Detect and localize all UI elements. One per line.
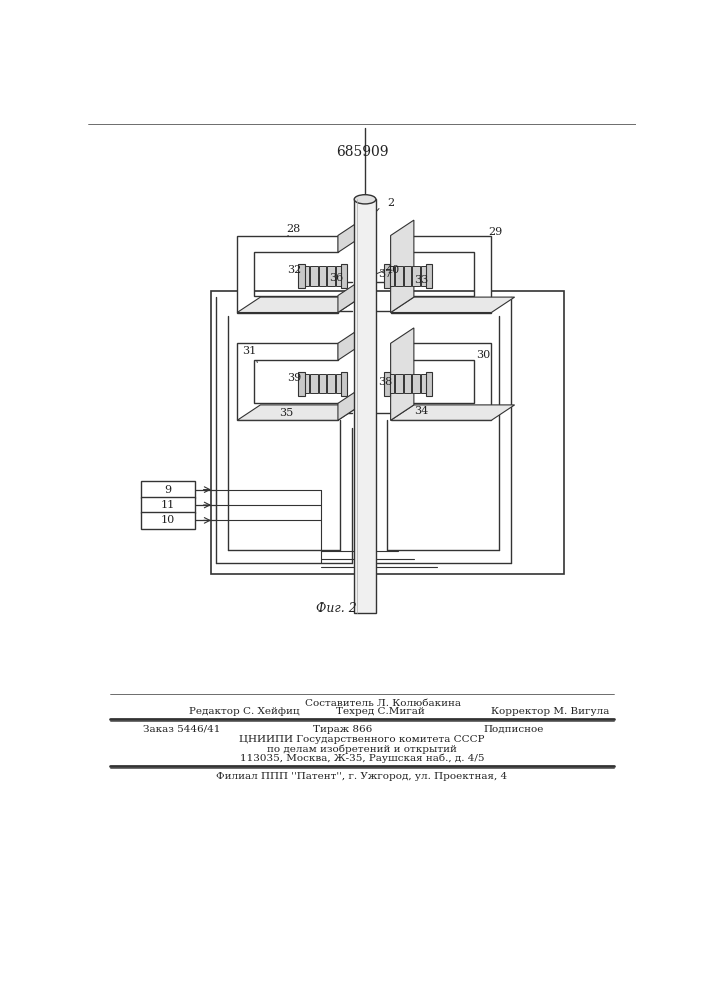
Text: 37: 37 bbox=[378, 269, 392, 279]
Text: 38: 38 bbox=[378, 377, 392, 387]
Text: Фиг. 2: Фиг. 2 bbox=[316, 602, 357, 615]
Text: 29: 29 bbox=[488, 227, 503, 237]
Text: 34: 34 bbox=[414, 406, 428, 416]
Text: 39: 39 bbox=[286, 373, 301, 383]
Polygon shape bbox=[391, 405, 515, 420]
Text: Тираж 866: Тираж 866 bbox=[313, 725, 373, 734]
Bar bbox=[426, 372, 433, 396]
Text: 113035, Москва, Ж-35, Раушская наб., д. 4/5: 113035, Москва, Ж-35, Раушская наб., д. … bbox=[240, 754, 484, 763]
Bar bbox=[404, 266, 411, 286]
Text: Редактор С. Хейфиц: Редактор С. Хейфиц bbox=[189, 707, 300, 716]
Text: 33: 33 bbox=[414, 275, 428, 285]
Bar bbox=[141, 481, 195, 498]
Polygon shape bbox=[338, 328, 361, 360]
Text: 36: 36 bbox=[329, 273, 344, 283]
Polygon shape bbox=[391, 328, 414, 420]
Text: 35: 35 bbox=[279, 408, 293, 418]
Text: Техред С.Мигай: Техред С.Мигай bbox=[337, 707, 425, 716]
Text: по делам изобретений и открытий: по делам изобретений и открытий bbox=[267, 744, 457, 754]
Polygon shape bbox=[391, 297, 515, 312]
Text: 11: 11 bbox=[161, 500, 175, 510]
Polygon shape bbox=[237, 297, 361, 312]
Bar bbox=[336, 266, 344, 286]
Bar bbox=[310, 266, 317, 286]
Bar bbox=[384, 264, 390, 288]
Bar bbox=[384, 372, 390, 396]
Bar bbox=[310, 374, 317, 393]
Bar bbox=[404, 374, 411, 393]
Bar bbox=[319, 374, 326, 393]
Bar bbox=[336, 374, 344, 393]
Bar bbox=[426, 264, 433, 288]
Text: 32: 32 bbox=[286, 265, 301, 275]
Text: Корректор М. Вигула: Корректор М. Вигула bbox=[491, 707, 609, 716]
Text: Подписное: Подписное bbox=[484, 725, 544, 734]
Bar bbox=[387, 374, 395, 393]
Polygon shape bbox=[338, 220, 361, 252]
Polygon shape bbox=[338, 388, 361, 420]
Bar bbox=[387, 266, 395, 286]
Bar bbox=[412, 374, 420, 393]
Bar bbox=[319, 266, 326, 286]
Bar bbox=[327, 374, 334, 393]
Polygon shape bbox=[237, 405, 361, 420]
Text: 9: 9 bbox=[165, 485, 172, 495]
Text: 31: 31 bbox=[243, 346, 257, 356]
Bar bbox=[301, 266, 309, 286]
Text: 10: 10 bbox=[161, 515, 175, 525]
Ellipse shape bbox=[354, 195, 376, 204]
Bar bbox=[141, 512, 195, 529]
Polygon shape bbox=[237, 343, 338, 420]
Bar bbox=[327, 266, 334, 286]
Bar bbox=[354, 199, 376, 613]
Bar bbox=[395, 266, 403, 286]
Polygon shape bbox=[391, 235, 491, 312]
Text: Заказ 5446/41: Заказ 5446/41 bbox=[143, 725, 220, 734]
Bar bbox=[211, 291, 564, 574]
Text: 40: 40 bbox=[386, 265, 400, 275]
Text: 685909: 685909 bbox=[336, 145, 388, 159]
Bar bbox=[421, 374, 428, 393]
Bar bbox=[412, 266, 420, 286]
Bar bbox=[141, 497, 195, 513]
Text: Филиал ППП ''Патент'', г. Ужгород, ул. Проектная, 4: Филиал ППП ''Патент'', г. Ужгород, ул. П… bbox=[216, 772, 508, 781]
Text: 28: 28 bbox=[286, 224, 301, 234]
Bar bbox=[341, 264, 347, 288]
Bar bbox=[395, 374, 403, 393]
Bar bbox=[341, 372, 347, 396]
Bar bbox=[301, 374, 309, 393]
Polygon shape bbox=[237, 235, 338, 312]
Text: Составитель Л. Колюбакина: Составитель Л. Колюбакина bbox=[305, 699, 461, 708]
Text: 30: 30 bbox=[477, 350, 491, 360]
Bar bbox=[298, 264, 305, 288]
Polygon shape bbox=[338, 280, 361, 312]
Bar bbox=[421, 266, 428, 286]
Polygon shape bbox=[391, 343, 491, 420]
Text: ЦНИИПИ Государственного комитета СССР: ЦНИИПИ Государственного комитета СССР bbox=[239, 735, 485, 744]
Text: 2: 2 bbox=[387, 198, 395, 208]
Polygon shape bbox=[391, 220, 414, 312]
Bar bbox=[298, 372, 305, 396]
